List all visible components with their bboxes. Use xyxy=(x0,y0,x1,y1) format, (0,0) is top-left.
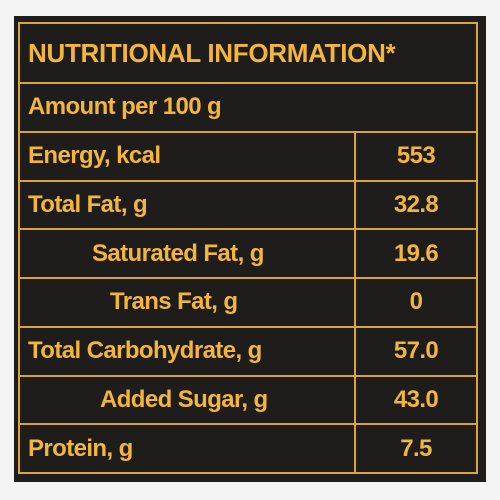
nutrient-value: 43.0 xyxy=(393,385,439,413)
title-row: NUTRITIONAL INFORMATION* xyxy=(20,24,476,82)
nutrient-label: Protein, g xyxy=(20,425,356,472)
nutrient-row: Saturated Fat, g 19.6 xyxy=(20,228,476,277)
nutrient-value: 553 xyxy=(396,142,436,170)
nutrient-value: 32.8 xyxy=(393,190,439,218)
nutrient-label: Energy, kcal xyxy=(20,132,356,180)
table-title: NUTRITIONAL INFORMATION* xyxy=(28,37,396,68)
nutrient-label: Saturated Fat, g xyxy=(20,230,356,277)
nutrient-row: Protein, g 7.5 xyxy=(20,423,476,472)
nutrient-row: Total Carbohydrate, g 57.0 xyxy=(20,325,476,375)
nutrient-label: Total Fat, g xyxy=(20,181,356,229)
nutrient-value: 57.0 xyxy=(393,337,439,365)
nutrient-label: Trans Fat, g xyxy=(20,279,356,326)
nutrient-value: 19.6 xyxy=(393,239,439,267)
nutrition-table: NUTRITIONAL INFORMATION* Amount per 100 … xyxy=(18,22,478,474)
nutrient-row: Trans Fat, g 0 xyxy=(20,277,476,326)
nutrient-value: 0 xyxy=(409,288,423,316)
subtitle-row: Amount per 100 g xyxy=(20,82,476,131)
nutrient-row: Total Fat, g 32.8 xyxy=(20,179,476,229)
nutrient-label: Total Carbohydrate, g xyxy=(20,327,356,375)
nutrient-value: 7.5 xyxy=(400,434,432,462)
nutrient-label: Added Sugar, g xyxy=(20,376,356,424)
label-background xyxy=(14,16,486,482)
table-subtitle: Amount per 100 g xyxy=(28,93,222,121)
nutrient-row: Energy, kcal 553 xyxy=(20,130,476,180)
nutrient-row: Added Sugar, g 43.0 xyxy=(20,374,476,424)
